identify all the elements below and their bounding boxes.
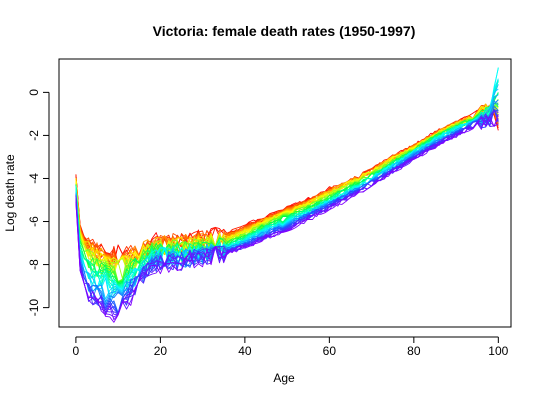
series-line-1950 — [75, 104, 499, 264]
x-axis-label: Age — [273, 371, 295, 385]
series-line-1960 — [75, 105, 499, 268]
series-line-1962 — [75, 104, 499, 268]
series-line-1968 — [75, 104, 499, 272]
series-line-1997 — [75, 114, 499, 323]
y-tick-label: -6 — [27, 216, 41, 227]
y-tick-label: -8 — [27, 259, 41, 270]
chart-title: Victoria: female death rates (1950-1997) — [153, 23, 416, 39]
y-tick-label: 0 — [27, 89, 41, 96]
x-tick-label: 20 — [154, 344, 168, 358]
series-line-1965 — [75, 104, 499, 273]
x-tick-label: 40 — [238, 344, 252, 358]
series-line-1954 — [75, 104, 499, 265]
y-axis-label: Log death rate — [3, 154, 17, 232]
plot-frame — [58, 58, 512, 328]
series-line-1996 — [75, 115, 499, 321]
x-axis: 0 20 40 60 80 100 — [73, 336, 509, 358]
series-line-1953 — [75, 104, 499, 265]
y-tick-label: -4 — [27, 173, 41, 184]
x-tick-label: 100 — [488, 344, 508, 358]
series-line-1986 — [75, 94, 499, 303]
series-line-1956 — [75, 104, 499, 266]
x-tick-label: 0 — [73, 344, 80, 358]
series-line-1980 — [75, 81, 499, 294]
series-line-1969 — [75, 103, 499, 279]
y-axis: 0 -2 -4 -6 -8 -10 — [27, 89, 50, 317]
plot-lines — [75, 67, 499, 323]
x-tick-label: 60 — [323, 344, 337, 358]
series-line-1964 — [75, 104, 499, 271]
y-tick-label: -10 — [27, 299, 41, 317]
series-line-1973 — [75, 102, 499, 283]
x-tick-label: 80 — [407, 344, 421, 358]
series-line-1961 — [75, 103, 499, 270]
series-line-1959 — [75, 104, 499, 265]
series-line-1951 — [75, 103, 499, 265]
y-tick-label: -2 — [27, 130, 41, 141]
